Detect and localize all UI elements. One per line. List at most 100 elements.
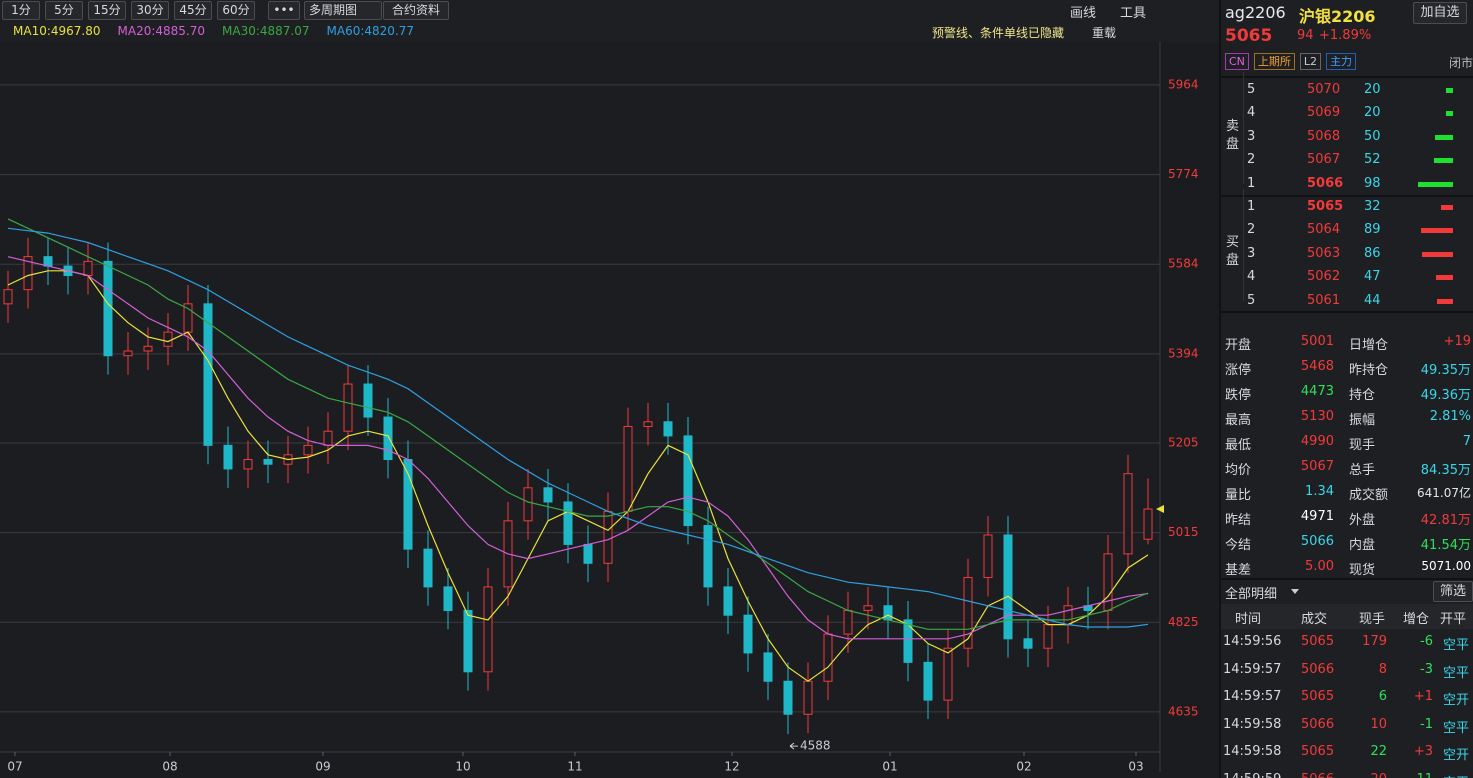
stat-label: 最低 bbox=[1225, 438, 1252, 453]
stat-value: 5066 bbox=[1300, 534, 1334, 549]
sep bbox=[1221, 195, 1473, 197]
y-tick-label: 5774 bbox=[1168, 167, 1199, 181]
x-tick-label: 02 bbox=[1016, 760, 1031, 774]
stat-value: 4971 bbox=[1300, 509, 1334, 524]
trade-cell: 5066 bbox=[1301, 716, 1335, 732]
candle-body bbox=[483, 586, 493, 673]
candle-body bbox=[823, 633, 833, 682]
volume: 20 bbox=[1364, 82, 1381, 97]
multi-period-button[interactable]: 多周期图 bbox=[304, 1, 382, 20]
filter-caret bbox=[1291, 589, 1299, 594]
stat-value: 5001 bbox=[1300, 334, 1334, 349]
y-tick-label: 4825 bbox=[1168, 615, 1199, 629]
screen-button[interactable]: 筛选 bbox=[1433, 581, 1473, 602]
stat-label: 今结 bbox=[1225, 538, 1252, 553]
candle-body bbox=[683, 435, 693, 527]
volume: 52 bbox=[1364, 152, 1381, 168]
side-divider bbox=[1243, 189, 1244, 301]
period-button[interactable]: 30分 bbox=[131, 1, 169, 20]
x-tick-label: 03 bbox=[1128, 760, 1143, 774]
sep bbox=[1221, 76, 1473, 78]
market-status: 闭市 bbox=[1449, 56, 1473, 70]
volume: 50 bbox=[1364, 128, 1381, 144]
candle-body bbox=[43, 256, 53, 267]
level: 3 bbox=[1247, 128, 1256, 144]
stat-value: 4473 bbox=[1300, 384, 1334, 399]
candle-body bbox=[263, 459, 273, 465]
period-button[interactable]: 60分 bbox=[217, 1, 255, 20]
trade-cell: 空平 bbox=[1443, 772, 1469, 778]
stat-label: 昨持仓 bbox=[1349, 363, 1389, 378]
stat-value: +19 bbox=[1443, 334, 1471, 349]
candle-body bbox=[1123, 473, 1133, 555]
more-button[interactable]: ••• bbox=[268, 1, 300, 20]
stat-label: 均价 bbox=[1225, 463, 1252, 478]
side-label: 卖盘 bbox=[1226, 119, 1240, 152]
tools-button[interactable]: 工具 bbox=[1120, 6, 1147, 21]
price: 5066 bbox=[1307, 175, 1344, 191]
ma-line bbox=[7, 256, 1149, 640]
candle-body bbox=[303, 444, 313, 456]
last-price: 5065 bbox=[1225, 26, 1273, 46]
candle-body bbox=[1023, 638, 1033, 649]
stat-value: 4990 bbox=[1300, 434, 1334, 449]
column-header: 现手 bbox=[1359, 612, 1386, 627]
candle-body bbox=[623, 425, 633, 512]
price: 5062 bbox=[1307, 269, 1341, 285]
stat-label: 最高 bbox=[1225, 413, 1252, 428]
candle-body bbox=[1143, 508, 1153, 540]
volume-bar bbox=[1435, 134, 1453, 140]
y-tick-label: 5394 bbox=[1168, 346, 1199, 360]
period-button[interactable]: 45分 bbox=[174, 1, 212, 20]
draw-button[interactable]: 画线 bbox=[1070, 6, 1097, 21]
contract-button[interactable]: 合约资料 bbox=[383, 1, 449, 20]
period-button[interactable]: 15分 bbox=[88, 1, 126, 20]
stat-value: 5.00 bbox=[1305, 559, 1334, 574]
trade-cell: 14:59:57 bbox=[1223, 689, 1282, 704]
volume: 98 bbox=[1364, 175, 1381, 191]
candle-body bbox=[643, 421, 653, 427]
stat-label: 昨结 bbox=[1225, 513, 1252, 528]
stat-label: 振幅 bbox=[1349, 413, 1376, 428]
trade-cell: -11 bbox=[1412, 772, 1433, 778]
trade-cell: 空平 bbox=[1443, 720, 1470, 736]
add-watchlist-button[interactable]: 加自选 bbox=[1413, 2, 1467, 24]
candle-body bbox=[423, 548, 433, 588]
trade-cell: 20 bbox=[1370, 772, 1387, 778]
column-header: 增仓 bbox=[1403, 612, 1430, 627]
y-tick-label: 5205 bbox=[1168, 435, 1199, 449]
filter-dropdown[interactable]: 全部明细 bbox=[1225, 587, 1278, 602]
min-label: 4588 bbox=[800, 739, 831, 753]
period-button[interactable]: 1分 bbox=[2, 1, 40, 20]
trade-cell: 6 bbox=[1378, 689, 1387, 704]
legend-entry: MA10:4967.80 bbox=[13, 24, 101, 38]
candle-body bbox=[763, 652, 773, 682]
price: 5063 bbox=[1307, 245, 1341, 261]
price: 5067 bbox=[1307, 152, 1341, 168]
stat-label: 开盘 bbox=[1225, 338, 1252, 353]
candle-body bbox=[203, 303, 213, 446]
trade-cell: 14:59:58 bbox=[1223, 716, 1282, 732]
price: 5064 bbox=[1307, 222, 1341, 238]
candle-body bbox=[923, 661, 933, 701]
stat-value: 2.81% bbox=[1429, 409, 1471, 424]
volume-bar bbox=[1445, 88, 1453, 93]
level: 3 bbox=[1247, 245, 1256, 261]
candle-body bbox=[703, 525, 713, 588]
candle-body bbox=[323, 430, 333, 446]
ma-line bbox=[7, 227, 1149, 628]
stat-value: 5468 bbox=[1300, 359, 1334, 374]
x-tick-label: 08 bbox=[162, 760, 177, 774]
sep bbox=[1221, 578, 1473, 580]
toolbar: 1分 5分 15分 30分 45分 60分 ••• 多周期图 合约资料 画线 工具 预警线、条件单线已… bbox=[0, 0, 1219, 42]
stat-value: 41.54万 bbox=[1420, 538, 1471, 553]
candle-body bbox=[783, 680, 793, 715]
trade-cell: 8 bbox=[1378, 661, 1387, 677]
reload-button[interactable]: 重载 bbox=[1092, 26, 1117, 40]
volume-bar bbox=[1434, 158, 1453, 164]
period-button[interactable]: 5分 bbox=[45, 1, 83, 20]
side-label: 买盘 bbox=[1226, 235, 1240, 268]
trade-cell: 空开 bbox=[1443, 748, 1470, 763]
trade-cell: 空平 bbox=[1443, 665, 1470, 681]
candle-body bbox=[983, 534, 993, 578]
